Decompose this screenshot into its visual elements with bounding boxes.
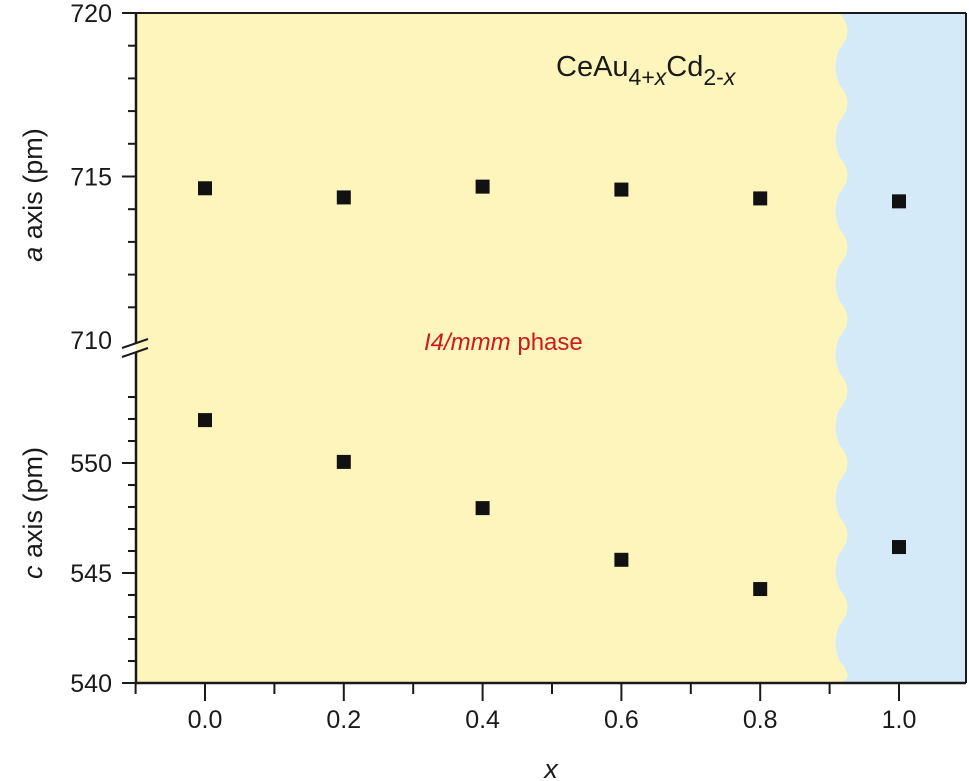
compound-formula-label: CeAu4+xCd2-x bbox=[556, 51, 737, 90]
y-tick-label: 540 bbox=[70, 670, 112, 698]
c-axis-title: c axis (pm) bbox=[18, 447, 48, 579]
c-axis-point bbox=[475, 501, 490, 516]
a-axis-point bbox=[892, 194, 906, 209]
c-axis-point bbox=[892, 540, 906, 555]
c-axis-point bbox=[753, 582, 768, 597]
a-axis-point bbox=[753, 191, 768, 206]
a-axis-point bbox=[336, 190, 351, 205]
x-tick-label: 0.2 bbox=[326, 706, 361, 734]
y-tick-label: 720 bbox=[70, 0, 112, 28]
x-axis-title: x bbox=[542, 754, 559, 781]
x-tick-label: 1.0 bbox=[882, 706, 917, 734]
axis-break-mark bbox=[121, 338, 149, 349]
y-tick-label: 550 bbox=[70, 450, 112, 478]
a-axis-point bbox=[198, 181, 212, 196]
axes: 710 715 720 540 545 550 0.0 0.2 0.4 0.6 0.8 1.0 bbox=[70, 0, 967, 734]
a-axis-point bbox=[614, 182, 629, 197]
phase-annotation: I4/mmm phase bbox=[424, 329, 583, 356]
y-tick-label: 710 bbox=[70, 327, 112, 355]
a-axis-title: a axis (pm) bbox=[18, 128, 48, 262]
c-axis-point bbox=[198, 413, 212, 428]
x-tick-label: 0.4 bbox=[465, 706, 500, 734]
y-tick-label: 545 bbox=[70, 560, 112, 588]
phase-regions bbox=[136, 13, 966, 683]
data-points bbox=[198, 179, 906, 597]
c-axis-point bbox=[614, 552, 629, 567]
x-tick-label: 0.0 bbox=[188, 706, 223, 734]
x-tick-label: 0.6 bbox=[604, 706, 639, 734]
y-tick-label: 715 bbox=[70, 164, 112, 192]
a-axis-point bbox=[475, 179, 490, 194]
x-tick-label: 0.8 bbox=[743, 706, 778, 734]
yellow-phase-region bbox=[136, 13, 848, 683]
c-axis-point bbox=[336, 454, 351, 469]
